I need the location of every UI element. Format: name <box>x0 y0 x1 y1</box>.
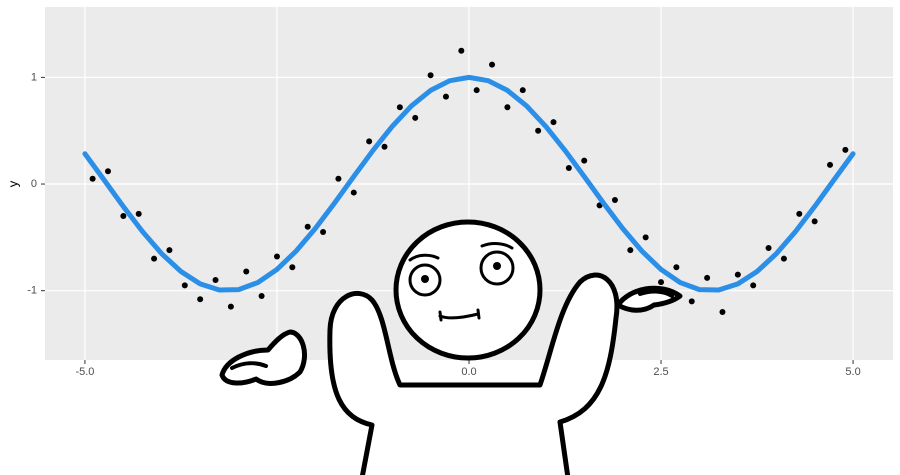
point <box>473 87 480 94</box>
point <box>750 282 757 289</box>
point <box>827 161 834 168</box>
x-tick-label: 5.0 <box>845 366 860 378</box>
x-tick-label: -5.0 <box>75 366 94 378</box>
point <box>796 210 803 217</box>
point <box>442 93 449 100</box>
plot-area <box>45 7 893 360</box>
point <box>135 210 142 217</box>
point <box>212 277 219 284</box>
point <box>120 213 127 220</box>
point <box>320 229 327 236</box>
point <box>519 87 526 94</box>
point <box>581 157 588 164</box>
x-tick-label: 2.5 <box>653 366 668 378</box>
point <box>719 309 726 316</box>
point <box>550 119 557 126</box>
point <box>811 218 818 225</box>
point <box>243 268 250 275</box>
point <box>427 72 434 79</box>
point <box>258 293 265 300</box>
point <box>688 298 695 305</box>
point <box>673 264 680 271</box>
point <box>504 104 511 111</box>
point <box>366 138 373 145</box>
point <box>412 114 419 121</box>
figure-right-finger <box>638 289 674 298</box>
point <box>304 223 311 230</box>
point <box>458 47 465 54</box>
point <box>734 271 741 278</box>
point <box>611 197 618 204</box>
figure-right-pupil <box>493 262 501 270</box>
y-tick-label: -1 <box>27 285 37 297</box>
point <box>765 245 772 252</box>
point <box>335 175 342 182</box>
point <box>350 189 357 196</box>
point <box>197 296 204 303</box>
point <box>565 165 572 172</box>
point <box>535 127 542 134</box>
y-axis-label: y <box>5 180 20 187</box>
point <box>842 146 849 153</box>
point <box>89 175 96 182</box>
figure-mouth <box>438 308 481 322</box>
point <box>181 282 188 289</box>
fit-line <box>82 74 856 293</box>
point <box>627 247 634 254</box>
x-tick-label: 0.0 <box>461 366 476 378</box>
point <box>381 143 388 150</box>
point <box>489 61 496 68</box>
point <box>151 255 158 262</box>
point <box>104 168 111 175</box>
point <box>704 274 711 281</box>
point <box>658 279 665 286</box>
y-tick-label: 0 <box>31 178 37 190</box>
figure-left-pupil <box>421 275 429 283</box>
point <box>166 247 173 254</box>
point <box>289 264 296 271</box>
point <box>642 234 649 241</box>
shrug-figure <box>219 219 683 475</box>
point <box>273 253 280 260</box>
figure-left-finger <box>230 361 268 370</box>
figure-left-brow <box>408 253 440 262</box>
point <box>396 104 403 111</box>
figure-left-hand <box>219 329 307 386</box>
figure-right-brow <box>480 242 514 250</box>
y-tick-label: 1 <box>31 71 37 83</box>
point <box>227 303 234 310</box>
point <box>780 255 787 262</box>
figure-body <box>327 272 620 475</box>
